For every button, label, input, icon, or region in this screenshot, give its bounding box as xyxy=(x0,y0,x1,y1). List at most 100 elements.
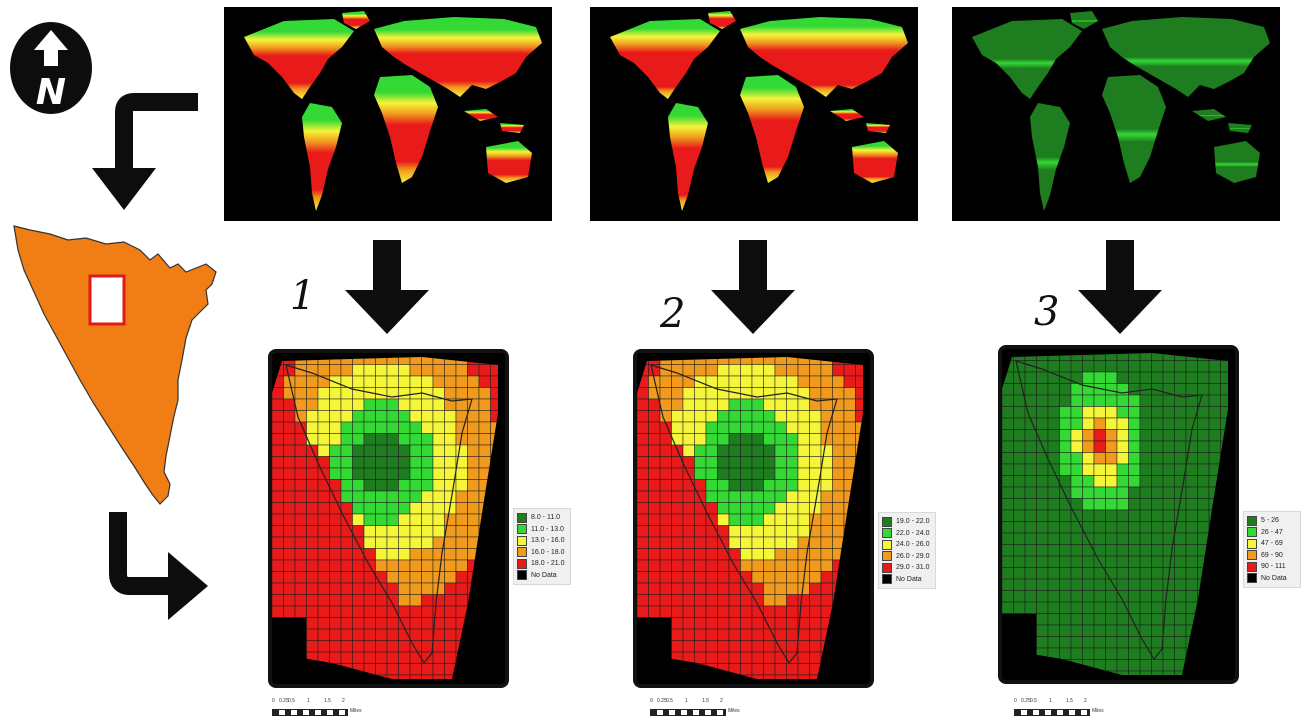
legend-swatch xyxy=(1247,515,1257,526)
grid-map-3 xyxy=(998,345,1239,684)
legend-item: 16.0 - 18.0 xyxy=(517,547,567,559)
legend-swatch xyxy=(882,516,892,527)
legend-label: 69 - 90 xyxy=(1261,551,1283,559)
legend-label: 16.0 - 18.0 xyxy=(531,548,565,556)
legend-swatch xyxy=(517,547,527,558)
scale-tick: 2 xyxy=(1084,698,1087,704)
legend-swatch xyxy=(1247,527,1257,538)
legend-label: 47 - 69 xyxy=(1261,540,1283,548)
legend-label: No Data xyxy=(896,575,922,583)
scale-unit: Miles xyxy=(1092,708,1104,714)
north-arrow-icon: N xyxy=(10,22,92,114)
legend-swatch xyxy=(517,512,527,523)
region-outline xyxy=(10,220,222,510)
north-letter: N xyxy=(36,72,66,113)
legend-swatch xyxy=(1247,538,1257,549)
scale-bar-graphic xyxy=(272,709,348,716)
scale-tick: 1 xyxy=(685,698,688,704)
down-arrow-icon xyxy=(711,240,795,336)
legend-label: 18.0 - 21.0 xyxy=(531,560,565,568)
down-arrow-icon xyxy=(345,240,429,336)
down-arrow-icon xyxy=(1078,240,1162,336)
scale-tick: 0 xyxy=(650,698,653,704)
legend-item: 5 - 26 xyxy=(1247,515,1297,527)
legend-item: No Data xyxy=(1247,573,1297,585)
legend-label: 24.0 - 26.0 xyxy=(896,541,930,549)
legend-swatch xyxy=(882,551,892,562)
legend-item: 24.0 - 26.0 xyxy=(882,539,932,551)
legend-swatch xyxy=(882,528,892,539)
scale-tick: 2 xyxy=(720,698,723,704)
legend-swatch xyxy=(517,535,527,546)
legend-swatch xyxy=(1247,561,1257,572)
legend: 8.0 - 11.0 11.0 - 13.0 13.0 - 16.0 16.0 … xyxy=(513,508,571,585)
legend-item: 8.0 - 11.0 xyxy=(517,512,567,524)
scale-bar: 0 0.25 0.5 1 1.5 2 Miles xyxy=(272,698,362,722)
legend-swatch xyxy=(517,570,527,581)
grid-map-1 xyxy=(268,349,509,688)
panel-number: 1 xyxy=(290,273,316,319)
scale-tick: 1.5 xyxy=(324,698,331,704)
legend-swatch xyxy=(882,539,892,550)
scale-bar: 0 0.25 0.5 1 1.5 2 Miles xyxy=(1014,698,1104,722)
world-map-2 xyxy=(590,7,918,221)
legend-item: 13.0 - 16.0 xyxy=(517,535,567,547)
legend-swatch xyxy=(517,558,527,569)
legend-item: No Data xyxy=(882,574,932,586)
world-map-1 xyxy=(224,7,552,221)
legend-label: 8.0 - 11.0 xyxy=(531,514,561,522)
legend-item: 90 - 111 xyxy=(1247,561,1297,573)
scale-bar-graphic xyxy=(1014,709,1090,716)
legend-label: 19.0 - 22.0 xyxy=(896,518,930,526)
scale-tick: 0 xyxy=(272,698,275,704)
legend-swatch xyxy=(882,574,892,585)
legend-label: 11.0 - 13.0 xyxy=(531,525,564,533)
legend-label: No Data xyxy=(531,571,557,579)
scale-tick: 1 xyxy=(307,698,310,704)
legend-label: 90 - 111 xyxy=(1261,563,1286,571)
legend-swatch xyxy=(882,562,892,573)
legend-item: 22.0 - 24.0 xyxy=(882,528,932,540)
legend-label: 22.0 - 24.0 xyxy=(896,529,930,537)
legend-swatch xyxy=(1247,573,1257,584)
panel-number: 3 xyxy=(1034,289,1060,335)
panel-number: 2 xyxy=(660,291,686,337)
legend-item: 26 - 47 xyxy=(1247,527,1297,539)
scale-tick: 0.25 xyxy=(657,698,667,704)
legend: 19.0 - 22.0 22.0 - 24.0 24.0 - 26.0 26.0… xyxy=(878,512,936,589)
scale-tick: 0.5 xyxy=(666,698,673,704)
scale-bar: 0 0.25 0.5 1 1.5 2 Miles xyxy=(650,698,740,722)
legend-item: 29.0 - 31.0 xyxy=(882,562,932,574)
arrow-to-maps-icon xyxy=(104,508,214,630)
legend-item: 26.0 - 29.0 xyxy=(882,551,932,563)
scale-tick: 1 xyxy=(1049,698,1052,704)
legend-label: 26 - 47 xyxy=(1261,528,1283,536)
scale-tick: 1.5 xyxy=(702,698,709,704)
legend-item: 19.0 - 22.0 xyxy=(882,516,932,528)
legend-label: No Data xyxy=(1261,574,1287,582)
scale-tick: 0 xyxy=(1014,698,1017,704)
scale-unit: Miles xyxy=(350,708,362,714)
arrow-to-region-icon xyxy=(88,92,203,214)
scale-tick: 2 xyxy=(342,698,345,704)
legend-item: 69 - 90 xyxy=(1247,550,1297,562)
scale-bar-graphic xyxy=(650,709,726,716)
scale-tick: 0.25 xyxy=(279,698,289,704)
grid-map-2 xyxy=(633,349,874,688)
world-map-3 xyxy=(952,7,1280,221)
legend-item: 11.0 - 13.0 xyxy=(517,524,567,536)
legend-label: 29.0 - 31.0 xyxy=(896,564,930,572)
inset-box xyxy=(88,274,126,326)
scale-tick: 0.25 xyxy=(1021,698,1031,704)
legend-label: 13.0 - 16.0 xyxy=(531,537,565,545)
legend-swatch xyxy=(1247,550,1257,561)
legend-item: 18.0 - 21.0 xyxy=(517,558,567,570)
legend-item: 47 - 69 xyxy=(1247,538,1297,550)
legend-item: No Data xyxy=(517,570,567,582)
scale-tick: 0.5 xyxy=(288,698,295,704)
scale-unit: Miles xyxy=(728,708,740,714)
legend-swatch xyxy=(517,524,527,535)
scale-tick: 1.5 xyxy=(1066,698,1073,704)
north-arrow: N xyxy=(8,20,94,116)
scale-tick: 0.5 xyxy=(1030,698,1037,704)
